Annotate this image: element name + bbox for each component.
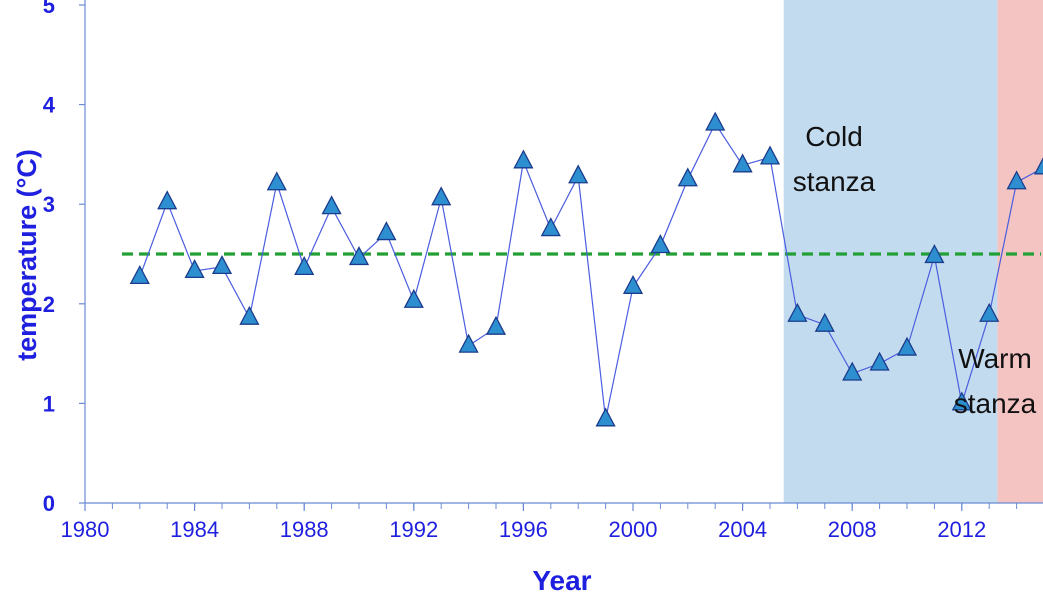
data-point-marker bbox=[568, 164, 589, 184]
y-tick-label: 3 bbox=[43, 192, 55, 217]
data-point-marker bbox=[129, 264, 150, 285]
data-point-marker bbox=[294, 256, 315, 276]
data-point-marker bbox=[211, 255, 233, 275]
stanza-region-1 bbox=[997, 0, 1043, 503]
x-tick-label: 1980 bbox=[61, 517, 110, 542]
y-axis-title: temperature (°C) bbox=[12, 149, 42, 361]
x-tick-label: 2012 bbox=[937, 517, 986, 542]
x-tick-label: 2008 bbox=[828, 517, 877, 542]
data-point-marker bbox=[650, 234, 671, 254]
data-point-marker bbox=[869, 351, 890, 371]
data-point-marker bbox=[266, 171, 287, 191]
x-tick-label: 1996 bbox=[499, 517, 548, 542]
region-labels: Cold stanza Warm stanza bbox=[793, 121, 1037, 419]
x-tick-label: 2000 bbox=[609, 517, 658, 542]
data-point-marker bbox=[732, 153, 753, 173]
data-point-marker bbox=[348, 246, 370, 266]
data-point-marker bbox=[458, 333, 479, 353]
region-label-line: stanza bbox=[793, 166, 876, 197]
data-point-marker bbox=[485, 315, 507, 335]
data-point-marker bbox=[951, 391, 972, 411]
x-tick-label: 1984 bbox=[170, 517, 219, 542]
region-label-line: Cold bbox=[805, 121, 863, 152]
data-point-marker bbox=[814, 312, 835, 332]
data-point-marker bbox=[677, 167, 698, 187]
data-point-marker bbox=[540, 217, 561, 237]
data-point-marker bbox=[403, 288, 424, 308]
data-series bbox=[129, 111, 1043, 427]
data-point-marker bbox=[513, 149, 534, 169]
data-point-marker bbox=[979, 302, 1000, 322]
stanza-region-0 bbox=[783, 0, 998, 503]
data-point-marker bbox=[924, 244, 945, 264]
data-point-marker bbox=[622, 274, 644, 294]
data-point-marker bbox=[842, 361, 863, 381]
data-point-marker bbox=[321, 195, 342, 215]
data-point-marker bbox=[1033, 157, 1043, 175]
data-point-marker bbox=[759, 145, 781, 165]
x-tick-label: 1992 bbox=[389, 517, 438, 542]
data-point-marker bbox=[787, 302, 808, 322]
data-point-marker bbox=[157, 190, 178, 210]
data-point-marker bbox=[239, 305, 260, 325]
x-axis-title: Year bbox=[532, 565, 591, 596]
region-label-line: Warm bbox=[958, 343, 1032, 374]
data-point-marker bbox=[431, 186, 452, 206]
x-tick-label: 1988 bbox=[280, 517, 329, 542]
axes: 1980198419881992199620002004200820122016… bbox=[43, 0, 1043, 542]
y-tick-label: 2 bbox=[43, 292, 55, 317]
data-point-marker bbox=[1006, 170, 1027, 190]
data-point-marker bbox=[705, 111, 726, 131]
y-tick-label: 4 bbox=[43, 93, 56, 118]
y-tick-label: 1 bbox=[43, 391, 55, 416]
data-point-marker bbox=[184, 259, 205, 279]
y-tick-label: 5 bbox=[43, 0, 55, 18]
data-point-marker bbox=[376, 221, 397, 241]
region-label-line: stanza bbox=[954, 388, 1037, 419]
data-point-marker bbox=[595, 407, 616, 427]
stanza-regions bbox=[783, 0, 1043, 503]
y-tick-label: 0 bbox=[43, 491, 55, 516]
series-line bbox=[139, 122, 1043, 420]
data-point-marker bbox=[896, 336, 918, 356]
x-tick-label: 2004 bbox=[718, 517, 767, 542]
